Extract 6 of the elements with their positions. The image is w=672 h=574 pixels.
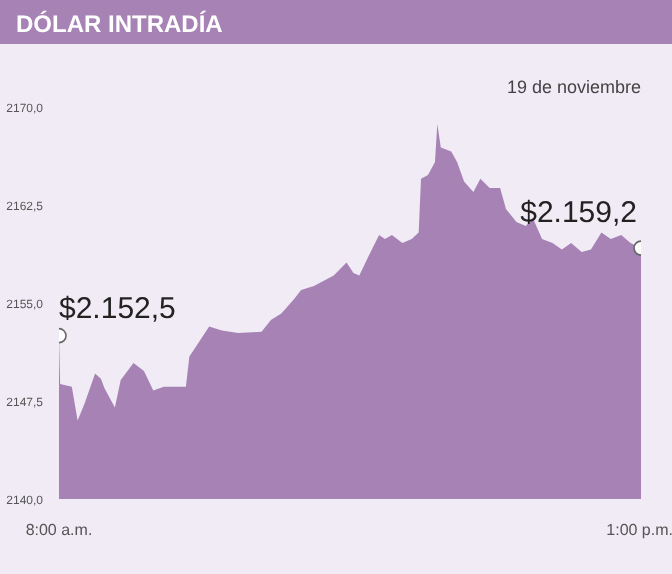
annotation: $2.159,2 [520,196,637,231]
annotation: $2.152,5 [59,291,176,326]
chart-subtitle: 19 de noviembre [506,77,642,97]
x-tick-label: 8:00 a.m. [25,521,93,539]
x-tick-label: 1:00 p.m. [606,521,672,539]
chart-title: DÓLAR INTRADÍA [16,8,223,42]
